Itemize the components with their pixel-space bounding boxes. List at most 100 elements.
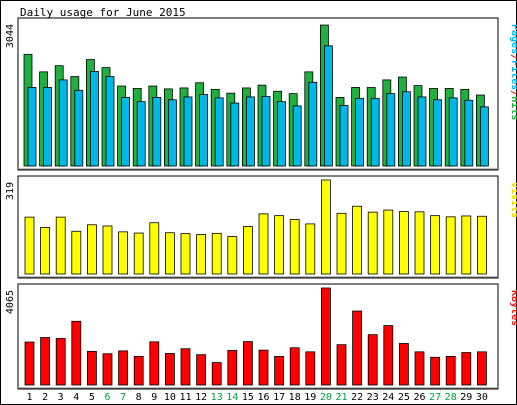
x-tick-label: 5 <box>89 392 95 403</box>
bar-visits-day-12 <box>196 234 207 275</box>
x-tick-label: 12 <box>195 392 207 403</box>
x-tick-label: 9 <box>151 392 157 403</box>
bar-visits-day-24 <box>383 209 394 275</box>
bar-kbytes-day-27 <box>430 356 441 386</box>
bar-kbytes-day-18 <box>289 347 300 386</box>
bar-kbytes-day-14 <box>227 349 238 386</box>
bar-visits-day-15 <box>242 226 253 275</box>
side-label-segment: Visits <box>509 182 517 218</box>
x-tick-label: 20 <box>320 392 332 403</box>
panel-side-label: KBytes <box>509 290 517 326</box>
bar-visits-day-29 <box>461 215 472 275</box>
side-label-segment: / <box>509 54 517 60</box>
bar-visits-day-27 <box>430 215 441 275</box>
bar-visits-day-9 <box>149 222 160 275</box>
bar-files-day-5 <box>90 70 99 167</box>
x-tick-label: 13 <box>211 392 223 403</box>
panel-max-label: 3044 <box>5 24 16 48</box>
x-tick-label: 29 <box>460 392 472 403</box>
bar-kbytes-day-11 <box>180 348 191 386</box>
side-label-segment: KBytes <box>509 290 517 326</box>
bar-files-day-14 <box>230 102 240 167</box>
x-tick-label: 26 <box>413 392 425 403</box>
x-tick-label: 1 <box>26 392 32 403</box>
bar-visits-day-16 <box>258 213 269 275</box>
panel-visits: 319 Visits <box>5 175 517 279</box>
bar-visits-day-2 <box>40 227 50 275</box>
bar-visits-day-1 <box>24 216 35 275</box>
bar-files-day-6 <box>105 76 115 167</box>
chart-title: Daily usage for June 2015 <box>20 6 186 19</box>
x-tick-label: 11 <box>179 392 191 403</box>
x-tick-label: 3 <box>58 392 64 403</box>
x-tick-label: 2 <box>42 392 48 403</box>
bar-kbytes-day-17 <box>274 355 285 386</box>
series-visits <box>24 179 487 275</box>
bar-files-day-18 <box>292 105 302 167</box>
x-tick-label: 15 <box>242 392 254 403</box>
bar-kbytes-day-24 <box>383 325 394 386</box>
side-label-segment: Hits <box>509 96 517 120</box>
panel-max-label: 4065 <box>5 290 16 314</box>
bar-files-day-15 <box>245 96 255 167</box>
x-tick-label: 16 <box>257 392 269 403</box>
bar-visits-day-13 <box>211 232 222 275</box>
bar-files-day-4 <box>74 89 84 167</box>
side-label-segment: Pages <box>509 24 517 54</box>
x-tick-label: 18 <box>289 392 301 403</box>
bar-kbytes-day-29 <box>461 352 472 386</box>
bar-files-day-2 <box>43 87 52 167</box>
x-tick-label: 14 <box>226 392 238 403</box>
bar-visits-day-7 <box>118 231 128 275</box>
bar-files-day-23 <box>370 97 380 167</box>
panel-max-label: 319 <box>5 182 16 200</box>
bar-kbytes-day-10 <box>164 353 175 386</box>
bar-kbytes-day-22 <box>352 310 363 386</box>
bar-files-day-10 <box>167 99 177 167</box>
bar-visits-day-10 <box>164 232 175 275</box>
bar-files-day-11 <box>183 96 193 167</box>
bar-visits-day-5 <box>87 224 97 275</box>
x-tick-label: 7 <box>120 392 126 403</box>
bar-visits-day-23 <box>367 211 378 275</box>
bar-kbytes-day-28 <box>445 355 456 386</box>
series-files <box>27 45 489 167</box>
bar-files-day-29 <box>464 99 474 167</box>
bar-visits-day-30 <box>476 215 487 275</box>
bar-kbytes-day-1 <box>24 341 35 386</box>
x-tick-label: 22 <box>351 392 363 403</box>
bar-kbytes-day-4 <box>71 320 82 386</box>
x-axis-labels: 1 2 3 4 5 6 7 8 9 10 11 12 13 14 15 16 17 18 19 20 21 22 23 24 2… <box>26 392 487 403</box>
bar-files-day-8 <box>136 101 146 167</box>
bar-files-day-27 <box>433 99 443 167</box>
bar-files-day-22 <box>355 97 365 167</box>
bar-kbytes-day-21 <box>336 344 347 386</box>
bar-kbytes-day-12 <box>196 354 207 386</box>
x-tick-label: 19 <box>304 392 316 403</box>
bar-files-day-28 <box>448 97 458 167</box>
bar-visits-day-28 <box>445 216 456 275</box>
bar-kbytes-day-30 <box>476 351 487 386</box>
bar-files-day-26 <box>417 96 427 167</box>
bar-visits-day-19 <box>305 223 316 275</box>
panel-side-label: Visits <box>509 182 517 218</box>
bar-visits-day-4 <box>71 230 82 275</box>
bar-visits-day-8 <box>133 232 144 275</box>
bar-kbytes-day-5 <box>87 350 97 386</box>
bar-kbytes-day-16 <box>258 349 269 386</box>
bar-kbytes-day-26 <box>414 351 425 386</box>
x-tick-label: 28 <box>445 392 457 403</box>
bar-visits-day-11 <box>180 233 191 275</box>
bar-kbytes-day-25 <box>398 343 409 386</box>
bar-visits-day-6 <box>102 225 113 275</box>
x-tick-label: 24 <box>382 392 394 403</box>
x-tick-label: 27 <box>429 392 441 403</box>
bar-visits-day-25 <box>398 211 409 275</box>
bar-kbytes-day-13 <box>211 362 222 386</box>
bar-files-day-9 <box>152 97 162 167</box>
x-tick-label: 30 <box>476 392 488 403</box>
bar-files-day-21 <box>339 105 349 167</box>
